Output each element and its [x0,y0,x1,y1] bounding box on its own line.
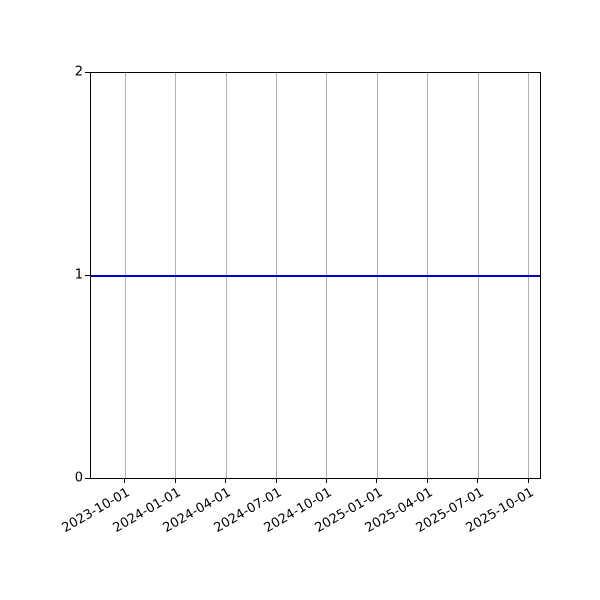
x-tick-mark [275,479,277,483]
y-tick-label: 1 [74,267,83,283]
y-tick-mark [85,72,90,73]
data-line [91,274,540,277]
x-tick-mark [174,479,176,483]
x-tick-mark [376,479,378,483]
plot-area [90,72,541,479]
x-tick-mark [124,479,126,483]
y-tick-mark [85,478,90,479]
x-tick-mark [326,479,327,483]
y-tick-label: 0 [74,470,83,486]
x-tick-mark [426,479,428,483]
x-tick-mark [527,479,529,483]
x-tick-mark [477,479,479,483]
y-tick-label: 2 [74,64,83,80]
x-tick-mark [225,479,226,483]
y-tick-mark [85,275,90,276]
